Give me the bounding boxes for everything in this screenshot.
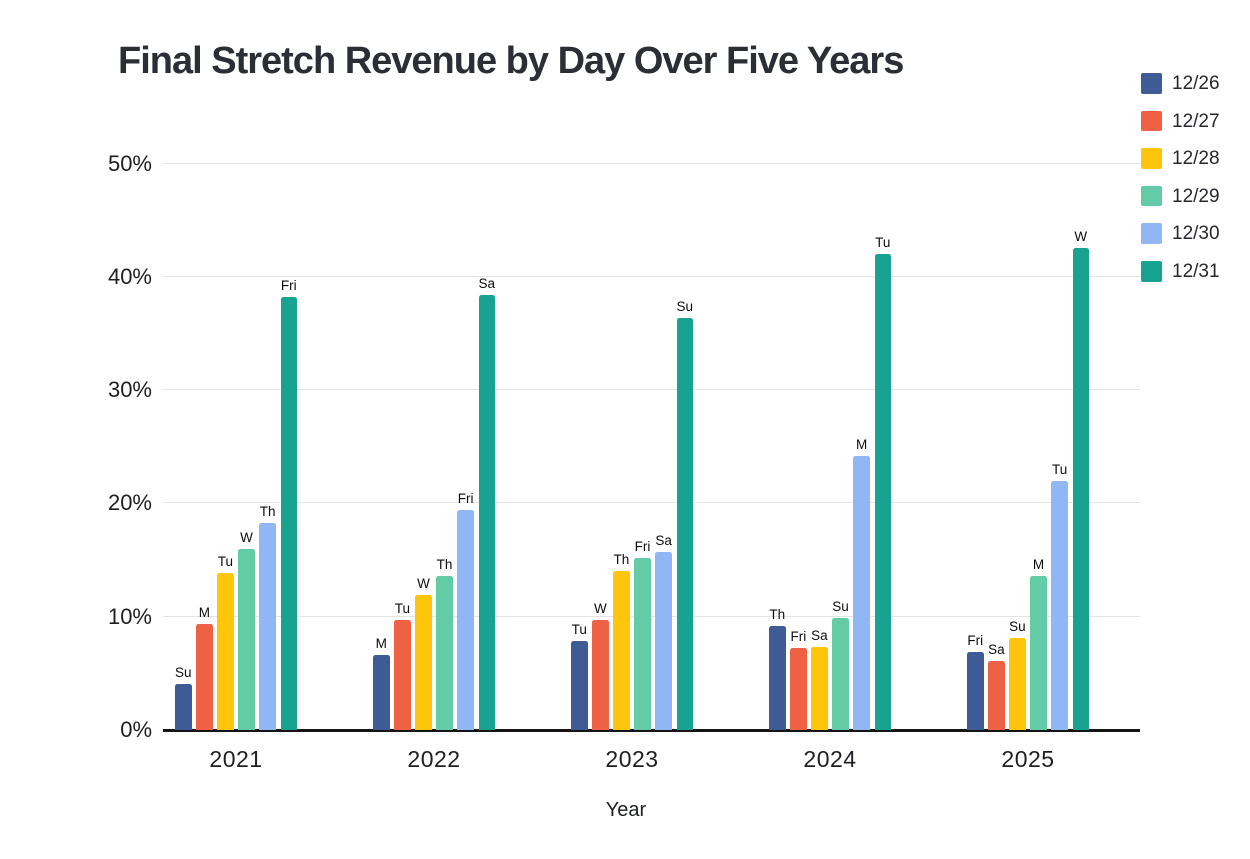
legend-swatch-icon — [1141, 261, 1162, 282]
x-tick-label-2024: 2024 — [803, 746, 857, 772]
legend-swatch-icon — [1141, 73, 1162, 94]
bar-12-29-2025 — [1030, 575, 1047, 730]
day-label-Su-2021: Su — [174, 664, 192, 680]
bar-12-29-2023 — [634, 557, 651, 730]
bar-12-29-2024 — [832, 617, 849, 730]
legend-label: 12/30 — [1172, 223, 1220, 245]
gridline-40% — [163, 275, 1140, 277]
day-label-W-2025: W — [1074, 229, 1088, 245]
day-label-Tu-2022: Tu — [394, 601, 410, 617]
day-label-M-2024: M — [856, 436, 868, 452]
day-label-W-2021: W — [240, 529, 253, 545]
day-label-M-2021: M — [198, 604, 210, 620]
day-label-M-2022: M — [375, 636, 387, 652]
day-label-Tu-2021: Tu — [217, 553, 234, 569]
gridline-10% — [163, 615, 1140, 617]
legend-swatch-icon — [1141, 223, 1162, 244]
legend-label: 12/31 — [1172, 261, 1220, 282]
x-axis-title: Year — [605, 799, 647, 821]
bar-12-28-2024 — [811, 647, 828, 730]
legend-label: 12/28 — [1172, 148, 1220, 170]
x-tick-label-2022: 2022 — [407, 746, 461, 772]
day-label-W-2022: W — [417, 576, 430, 592]
x-tick-label-2023: 2023 — [605, 746, 659, 772]
x-axis-line — [163, 729, 1140, 732]
day-label-Th-2024: Th — [769, 606, 786, 622]
bar-12-28-2025 — [1009, 638, 1026, 730]
x-tick-label-2025: 2025 — [1001, 746, 1055, 772]
bar-12-30-2023 — [655, 552, 672, 730]
day-label-Tu-2024: Tu — [875, 235, 891, 251]
plot-area: Su M Tu W Th Fri M Tu W Th Fri Sa Tu W Th Fri Sa Su Th Fri S… — [163, 140, 1140, 732]
legend-swatch-icon — [1141, 148, 1162, 169]
bar-12-30-2024 — [853, 455, 870, 730]
bar-12-31-2025 — [1072, 248, 1089, 730]
bar-12-31-2022 — [478, 294, 495, 730]
day-label-Sa-2022: Sa — [478, 275, 495, 291]
day-label-Fri-2021: Fri — [280, 278, 297, 294]
bar-12-26-2025 — [967, 651, 984, 730]
bar-12-29-2021 — [238, 548, 255, 730]
day-label-M-2025: M — [1032, 556, 1045, 572]
day-label-Tu-2023: Tu — [571, 621, 587, 637]
day-label-Sa-2024: Sa — [811, 628, 828, 644]
bar-12-28-2021 — [217, 572, 234, 730]
day-label-Su-2025: Su — [1009, 619, 1026, 635]
legend-label: 12/27 — [1172, 110, 1220, 132]
bar-12-26-2022 — [373, 655, 390, 730]
day-label-Fri-2023: Fri — [634, 538, 651, 554]
legend-swatch-icon — [1141, 110, 1162, 132]
bar-12-31-2024 — [874, 254, 891, 730]
y-tick-label-30%: 30% — [107, 377, 152, 403]
day-label-Th-2022: Th — [436, 556, 453, 572]
y-tick-label-40%: 40% — [107, 263, 152, 289]
legend-label: 12/26 — [1172, 73, 1220, 94]
y-tick-label-0%: 0% — [120, 717, 152, 742]
day-label-Th-2021: Th — [259, 503, 276, 519]
bar-12-28-2022 — [415, 595, 432, 730]
gridline-20% — [163, 502, 1140, 504]
bar-12-27-2022 — [394, 620, 411, 730]
day-label-W-2023: W — [593, 601, 607, 617]
y-tick-label-10%: 10% — [107, 603, 152, 629]
bar-12-26-2021 — [175, 683, 192, 730]
bar-12-27-2024 — [790, 648, 807, 730]
bar-12-30-2022 — [457, 510, 474, 730]
legend-swatch-icon — [1141, 185, 1162, 207]
bar-12-31-2023 — [676, 317, 693, 730]
chart-title: Final Stretch Revenue by Day Over Five Y… — [118, 40, 904, 82]
day-label-Su-2024: Su — [832, 598, 849, 614]
y-tick-label-50%: 50% — [107, 150, 152, 176]
gridline-50% — [163, 162, 1140, 164]
gridline-30% — [163, 389, 1140, 391]
day-label-Tu-2025: Tu — [1052, 461, 1068, 477]
bar-12-28-2023 — [613, 571, 630, 730]
bar-12-26-2024 — [769, 625, 786, 730]
day-label-Fri-2024: Fri — [790, 629, 807, 645]
bar-12-30-2021 — [259, 522, 276, 730]
day-label-Su-2023: Su — [676, 298, 693, 314]
day-label-Sa-2025: Sa — [988, 641, 1005, 657]
bar-12-26-2023 — [571, 640, 588, 730]
day-label-Th-2023: Th — [613, 552, 630, 568]
y-tick-label-20%: 20% — [107, 490, 152, 516]
bar-12-27-2021 — [196, 623, 213, 730]
day-label-Fri-2025: Fri — [967, 632, 984, 648]
bar-12-29-2022 — [436, 575, 453, 730]
day-label-Fri-2022: Fri — [457, 491, 474, 507]
x-tick-label-2021: 2021 — [209, 746, 263, 772]
bar-12-27-2023 — [592, 620, 609, 730]
day-label-Sa-2023: Sa — [655, 533, 672, 549]
bar-12-30-2025 — [1051, 480, 1068, 730]
bar-12-31-2021 — [280, 297, 297, 730]
bar-12-27-2025 — [988, 660, 1005, 730]
legend-label: 12/29 — [1172, 185, 1220, 207]
